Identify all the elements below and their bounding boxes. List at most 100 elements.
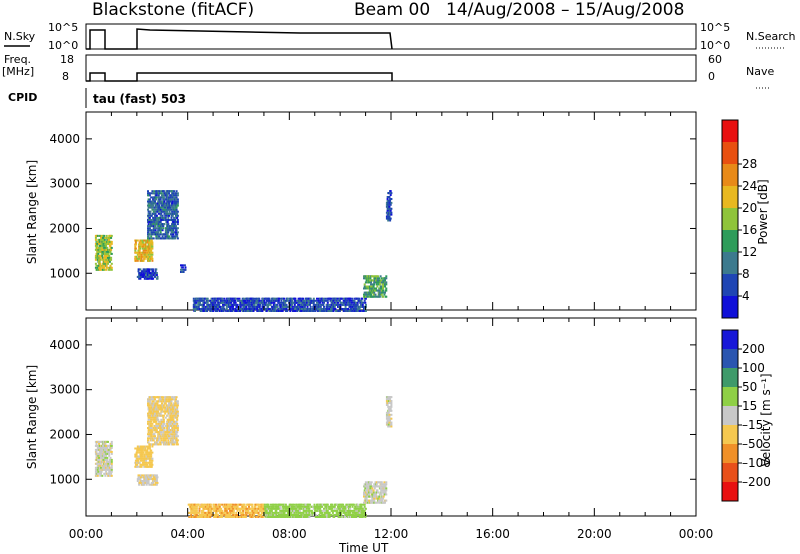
data-cell xyxy=(354,310,357,312)
data-cell xyxy=(180,264,182,267)
data-cell xyxy=(346,516,349,518)
data-cell xyxy=(239,511,242,514)
data-cell xyxy=(134,459,137,462)
data-cell xyxy=(171,200,174,203)
data-cell xyxy=(331,305,334,308)
data-cell xyxy=(98,472,101,475)
data-cell xyxy=(161,233,164,236)
data-cell xyxy=(108,444,111,447)
data-cell xyxy=(141,476,144,479)
data-cell xyxy=(170,400,173,403)
data-cell xyxy=(207,503,210,506)
data-cell xyxy=(343,507,346,510)
data-cell xyxy=(170,433,173,436)
data-cell xyxy=(232,507,235,510)
data-cell xyxy=(213,303,216,306)
data-cell xyxy=(325,507,328,510)
data-cell xyxy=(94,236,97,239)
data-cell xyxy=(286,507,289,510)
data-cell xyxy=(234,301,237,304)
data-cell xyxy=(162,429,165,432)
data-cell xyxy=(176,400,179,403)
data-cell xyxy=(168,198,171,201)
data-cell xyxy=(284,503,287,506)
data-cell xyxy=(298,305,301,308)
data-cell xyxy=(159,198,162,201)
data-cell xyxy=(248,299,251,302)
data-cell xyxy=(201,308,203,310)
data-cell xyxy=(137,270,140,273)
data-cell xyxy=(148,227,151,230)
data-cell xyxy=(105,458,108,461)
data-cell xyxy=(234,299,237,302)
data-cell xyxy=(173,212,176,215)
data-cell xyxy=(380,485,383,488)
data-cell xyxy=(164,216,167,219)
data-cell xyxy=(141,247,144,250)
data-cell xyxy=(382,493,385,496)
data-cell xyxy=(251,305,254,308)
data-cell xyxy=(110,458,113,461)
data-cell xyxy=(264,511,267,514)
data-cell xyxy=(110,442,113,445)
data-cell xyxy=(150,214,153,217)
data-cell xyxy=(370,285,373,288)
data-cell xyxy=(215,509,218,512)
data-cell xyxy=(152,270,155,273)
data-cell xyxy=(154,270,157,273)
date-range: 14/Aug/2008 – 15/Aug/2008 xyxy=(446,0,684,20)
data-cell xyxy=(272,308,275,310)
data-cell xyxy=(230,308,233,310)
data-cell xyxy=(230,507,233,510)
data-cell xyxy=(94,452,97,455)
data-cell xyxy=(159,200,162,203)
data-cell xyxy=(144,478,147,481)
data-cell xyxy=(163,437,166,440)
data-cell xyxy=(176,200,179,203)
data-cell xyxy=(98,254,101,257)
data-cell xyxy=(263,303,266,306)
data-cell xyxy=(166,194,169,197)
data-cell xyxy=(141,255,144,258)
data-cell xyxy=(320,509,323,512)
data-cell xyxy=(181,266,184,269)
data-cell xyxy=(152,277,155,280)
data-cell xyxy=(201,516,203,518)
data-cell xyxy=(110,470,113,473)
data-cell xyxy=(192,505,195,508)
data-cell xyxy=(305,297,308,300)
data-cell xyxy=(263,301,266,304)
data-cell xyxy=(147,253,150,256)
data-cell xyxy=(349,299,352,302)
data-cell xyxy=(160,439,163,442)
data-cell xyxy=(380,277,383,280)
data-cell xyxy=(149,272,152,275)
data-cell xyxy=(330,308,332,310)
data-cell xyxy=(214,301,217,304)
data-cell xyxy=(142,451,145,454)
data-cell xyxy=(352,503,355,506)
data-cell xyxy=(145,275,148,278)
data-cell xyxy=(375,497,378,500)
data-cell xyxy=(101,450,104,453)
data-cell xyxy=(215,507,217,510)
data-cell xyxy=(193,303,196,306)
data-cell xyxy=(162,425,165,427)
data-cell xyxy=(167,410,170,413)
data-cell xyxy=(377,279,380,282)
data-cell xyxy=(252,511,255,514)
data-cell xyxy=(204,511,207,514)
data-cell xyxy=(290,514,293,516)
data-cell xyxy=(204,514,207,516)
data-cell xyxy=(333,507,336,510)
data-cell xyxy=(314,509,317,512)
data-cell xyxy=(107,450,109,453)
data-cell xyxy=(361,509,364,512)
data-cell xyxy=(253,509,256,512)
data-cell xyxy=(341,308,344,310)
data-cell xyxy=(141,453,144,456)
data-cell xyxy=(157,231,160,234)
data-cell xyxy=(220,507,223,510)
data-cell xyxy=(377,295,379,298)
data-cell xyxy=(370,501,372,504)
